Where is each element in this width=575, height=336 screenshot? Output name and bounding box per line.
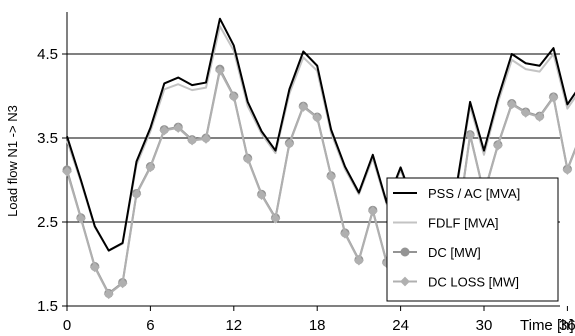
y-tick-label-2: 3.5: [37, 130, 58, 147]
series-3-point-2: [89, 262, 100, 273]
series-3-point-9: [187, 135, 198, 146]
series-3-point-36: [562, 165, 573, 175]
x-tick-labels: 06121824303642: [63, 317, 575, 334]
series-3-point-22: [367, 206, 378, 216]
legend-label-2: DC [MW]: [428, 245, 481, 260]
series-3-point-0: [62, 166, 72, 177]
legend-label-1: FDLF [MVA]: [428, 216, 499, 231]
x-tick-label-2: 12: [225, 317, 242, 334]
series-3-point-3: [103, 289, 114, 300]
series-3-point-11: [214, 65, 225, 76]
y-tick-labels: 1.5 2.5 3.5 4.5: [37, 46, 58, 315]
series-3-point-20: [340, 228, 350, 239]
series-3-point-35: [548, 92, 559, 103]
series-3-point-17: [298, 102, 309, 112]
series-3-point-18: [312, 112, 323, 123]
x-tick-label-3: 18: [309, 317, 326, 334]
legend-label-3: DC LOSS [MW]: [428, 275, 519, 290]
legend-label-0: PSS / AC [MVA]: [428, 186, 520, 201]
legend-marker-2: [400, 247, 410, 257]
series-3-point-5: [131, 189, 142, 200]
x-axis-title: Time [h]: [520, 317, 574, 334]
series-3-point-13: [242, 154, 253, 164]
y-tick-label-0: 1.5: [37, 298, 58, 315]
series-3-point-1: [75, 213, 86, 224]
series-3-point-34: [534, 112, 545, 122]
legend: PSS / AC [MVA] FDLF [MVA] DC [MW] DC LOSS […: [386, 177, 559, 302]
series-3-point-33: [520, 107, 531, 118]
x-tick-label-5: 30: [476, 317, 493, 334]
series-3-point-6: [145, 162, 156, 173]
series-3-point-7: [159, 125, 170, 136]
x-tick-label-1: 6: [146, 317, 154, 334]
series-3-point-10: [201, 133, 211, 144]
series-3-point-14: [256, 190, 267, 201]
series-3-point-31: [492, 140, 503, 151]
axes: [62, 12, 568, 311]
series-3-point-8: [173, 123, 184, 133]
series-3-point-21: [353, 255, 364, 266]
series-3-point-19: [326, 171, 337, 182]
legend-marker-3: [400, 276, 410, 287]
y-tick-label-3: 4.5: [37, 46, 58, 63]
series-3-point-29: [465, 130, 476, 141]
series-3-point-16: [284, 138, 295, 149]
series-3-point-15: [270, 213, 281, 224]
y-axis-title: Load flow N1 -> N3: [5, 105, 20, 217]
y-tick-label-1: 2.5: [37, 214, 58, 231]
series-3-point-4: [117, 278, 128, 289]
series-3-point-12: [228, 91, 239, 102]
x-tick-label-0: 0: [63, 317, 71, 334]
series-3-point-32: [506, 99, 517, 110]
x-tick-label-6: 36: [559, 317, 575, 334]
x-tick-label-4: 24: [392, 317, 409, 334]
